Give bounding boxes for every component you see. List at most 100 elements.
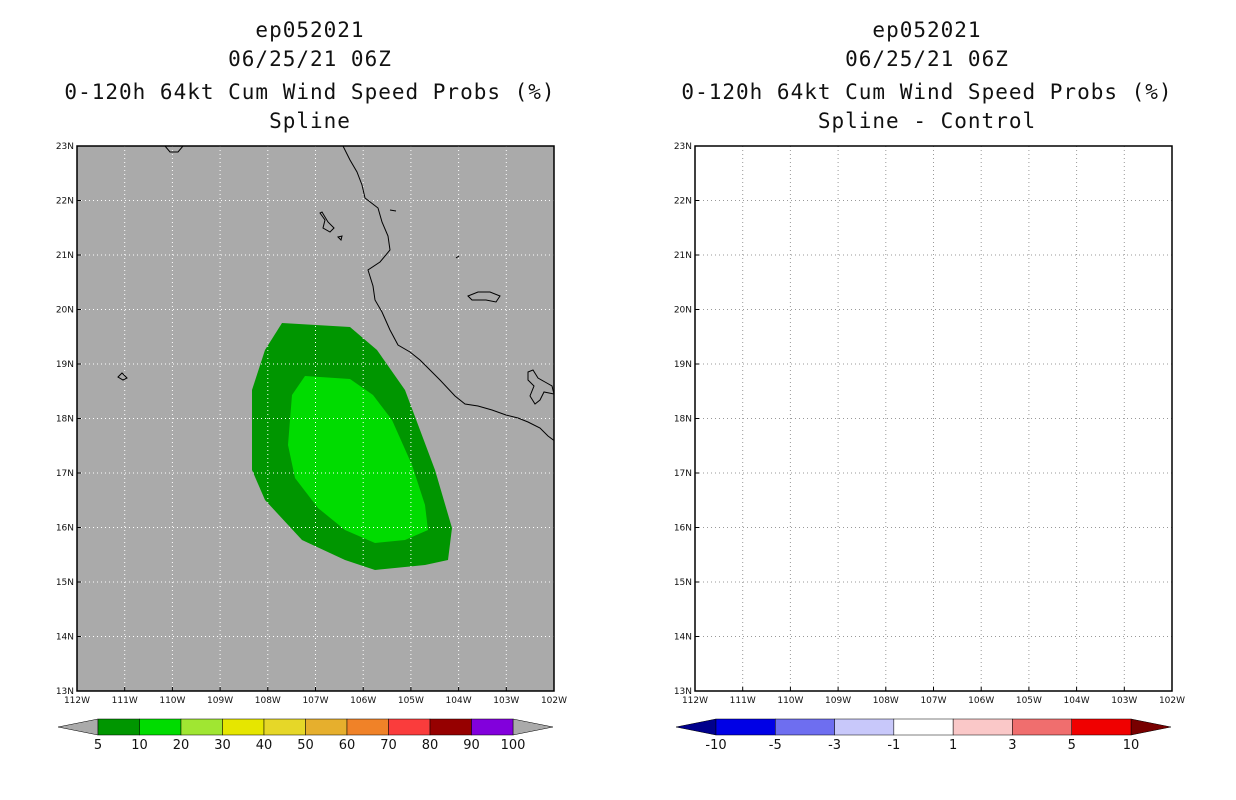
colorbar-swatch bbox=[97, 718, 140, 736]
x-tick-label: 105W bbox=[398, 696, 424, 706]
colorbar-low-arrow bbox=[675, 718, 717, 736]
left-grid bbox=[77, 146, 554, 691]
colorbar-high-arrow bbox=[1130, 718, 1172, 736]
x-tick-label: 104W bbox=[446, 696, 472, 706]
x-tick-label: 112W bbox=[682, 696, 708, 706]
y-tick-label: 18N bbox=[56, 415, 74, 425]
colorbar-swatch bbox=[429, 718, 472, 736]
x-tick-label: 110W bbox=[159, 696, 185, 706]
x-tick-label: 107W bbox=[302, 696, 328, 706]
x-tick-label: 108W bbox=[255, 696, 281, 706]
right-colorbar: -10 -5 -3 -1 1 3 5 10 bbox=[675, 718, 1172, 753]
x-tick-label: 112W bbox=[64, 696, 90, 706]
colorbar-label: 3 bbox=[1008, 738, 1016, 753]
x-tick-label: 107W bbox=[920, 696, 946, 706]
right-title: ep052021 06/25/21 06Z 0-120h 64kt Cum Wi… bbox=[647, 16, 1207, 136]
x-tick-label: 102W bbox=[1159, 696, 1185, 706]
y-tick-label: 15N bbox=[56, 578, 74, 588]
x-tick-label: 106W bbox=[968, 696, 994, 706]
colorbar-swatch bbox=[1071, 718, 1132, 736]
x-tick-label: 111W bbox=[112, 696, 138, 706]
colorbar-label: 100 bbox=[501, 738, 526, 753]
right-map-panel: 112W 111W 110W 109W 108W 107W 106W 105W 104W 103W… bbox=[674, 142, 1185, 753]
y-tick-label: 18N bbox=[674, 415, 692, 425]
right-title-line-4: Spline - Control bbox=[817, 109, 1037, 133]
colorbar-label: 20 bbox=[173, 738, 190, 753]
colorbar-label: 10 bbox=[1123, 738, 1140, 753]
x-tick-label: 109W bbox=[825, 696, 851, 706]
colorbar-label: 60 bbox=[339, 738, 356, 753]
x-tick-label: 106W bbox=[350, 696, 376, 706]
colorbar-swatch bbox=[715, 718, 776, 736]
y-tick-label: 20N bbox=[674, 306, 692, 316]
x-tick-label: 110W bbox=[777, 696, 803, 706]
colorbar-label: 10 bbox=[131, 738, 148, 753]
left-map-panel: 112W 111W 110W 109W 108W 107W 106W 105W 104W 103W… bbox=[56, 142, 567, 753]
y-tick-label: 17N bbox=[56, 469, 74, 479]
probability-region-10-20 bbox=[288, 376, 428, 543]
y-tick-label: 19N bbox=[674, 360, 692, 370]
colorbar-swatch bbox=[775, 718, 835, 736]
colorbar-label: 50 bbox=[297, 738, 314, 753]
right-title-line-3: 0-120h 64kt Cum Wind Speed Probs (%) bbox=[681, 80, 1173, 104]
x-tick-label: 104W bbox=[1064, 696, 1090, 706]
x-tick-label: 108W bbox=[873, 696, 899, 706]
colorbar-swatch bbox=[346, 718, 389, 736]
y-tick-label: 16N bbox=[56, 524, 74, 534]
colorbar-swatch bbox=[388, 718, 431, 736]
x-tick-label: 109W bbox=[207, 696, 233, 706]
colorbar-label: 1 bbox=[949, 738, 957, 753]
colorbar-label: -3 bbox=[828, 738, 841, 753]
colorbar-swatch bbox=[222, 718, 265, 736]
right-grid bbox=[695, 146, 1172, 691]
x-tick-label: 105W bbox=[1016, 696, 1042, 706]
left-axis-labels: 112W 111W 110W 109W 108W 107W 106W 105W 104W 103W… bbox=[56, 142, 567, 706]
left-colorbar: 5 10 20 30 40 50 60 70 80 90 100 bbox=[57, 718, 554, 753]
colorbar-swatch bbox=[893, 718, 954, 736]
x-tick-label: 103W bbox=[1111, 696, 1137, 706]
y-tick-label: 14N bbox=[56, 633, 74, 643]
y-tick-label: 13N bbox=[674, 687, 692, 697]
x-tick-label: 103W bbox=[493, 696, 519, 706]
y-tick-label: 15N bbox=[674, 578, 692, 588]
right-axis-labels: 112W 111W 110W 109W 108W 107W 106W 105W 104W 103W… bbox=[674, 142, 1185, 706]
x-tick-label: 111W bbox=[730, 696, 756, 706]
y-tick-label: 17N bbox=[674, 469, 692, 479]
y-tick-label: 22N bbox=[674, 197, 692, 207]
y-tick-label: 19N bbox=[56, 360, 74, 370]
colorbar-label: 5 bbox=[1068, 738, 1076, 753]
y-tick-label: 23N bbox=[674, 142, 692, 152]
left-title: ep052021 06/25/21 06Z 0-120h 64kt Cum Wi… bbox=[30, 16, 590, 136]
y-tick-label: 16N bbox=[674, 524, 692, 534]
colorbar-label: -1 bbox=[887, 738, 900, 753]
left-probability-contours bbox=[252, 323, 452, 570]
y-tick-label: 22N bbox=[56, 197, 74, 207]
y-tick-label: 14N bbox=[674, 633, 692, 643]
colorbar-high-arrow bbox=[512, 718, 554, 736]
left-title-line-4: Spline bbox=[269, 109, 351, 133]
y-tick-label: 13N bbox=[56, 687, 74, 697]
right-title-line-2: 06/25/21 06Z bbox=[845, 47, 1009, 71]
colorbar-label: 40 bbox=[256, 738, 273, 753]
colorbar-label: 80 bbox=[422, 738, 439, 753]
colorbar-label: 5 bbox=[94, 738, 102, 753]
colorbar-label: 90 bbox=[463, 738, 480, 753]
colorbar-swatch bbox=[952, 718, 1013, 736]
y-tick-label: 20N bbox=[56, 306, 74, 316]
colorbar-swatch bbox=[180, 718, 223, 736]
colorbar-swatch bbox=[305, 718, 348, 736]
x-tick-label: 102W bbox=[541, 696, 567, 706]
colorbar-label: -10 bbox=[705, 738, 726, 753]
left-coastline bbox=[117, 146, 554, 442]
colorbar-label: 30 bbox=[214, 738, 231, 753]
colorbar-label: 70 bbox=[380, 738, 397, 753]
left-title-line-3: 0-120h 64kt Cum Wind Speed Probs (%) bbox=[64, 80, 556, 104]
y-tick-label: 21N bbox=[674, 251, 692, 261]
colorbar-low-arrow bbox=[57, 718, 99, 736]
y-tick-label: 21N bbox=[56, 251, 74, 261]
left-title-line-2: 06/25/21 06Z bbox=[228, 47, 392, 71]
colorbar-swatch bbox=[139, 718, 182, 736]
colorbar-swatch bbox=[834, 718, 895, 736]
colorbar-label: -5 bbox=[769, 738, 782, 753]
